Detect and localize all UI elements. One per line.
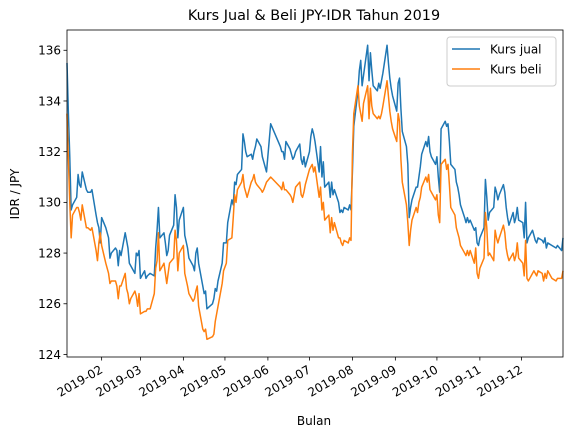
y-tick-label: 130: [38, 196, 61, 210]
y-tick-label: 128: [38, 246, 61, 260]
chart-title: Kurs Jual & Beli JPY-IDR Tahun 2019: [188, 8, 440, 24]
plot-frame: [66, 29, 564, 358]
series-line-2: [66, 79, 564, 341]
y-axis: 124 126 128 130 132 134 136: [38, 44, 67, 362]
y-tick-label: 124: [38, 348, 61, 362]
legend-label-2: Kurs beli: [490, 62, 542, 76]
y-tick-label: 134: [38, 94, 61, 108]
y-tick-label: 136: [38, 44, 61, 58]
legend: Kurs jual Kurs beli: [446, 36, 557, 87]
y-axis-label: IDR / JPY: [8, 168, 22, 219]
y-tick-label: 132: [38, 145, 61, 159]
series-line-1: [66, 44, 564, 310]
x-axis-label: Bulan: [297, 414, 331, 428]
legend-label-1: Kurs jual: [490, 42, 542, 56]
y-tick-label: 126: [38, 297, 61, 311]
plot-area: [66, 44, 564, 341]
